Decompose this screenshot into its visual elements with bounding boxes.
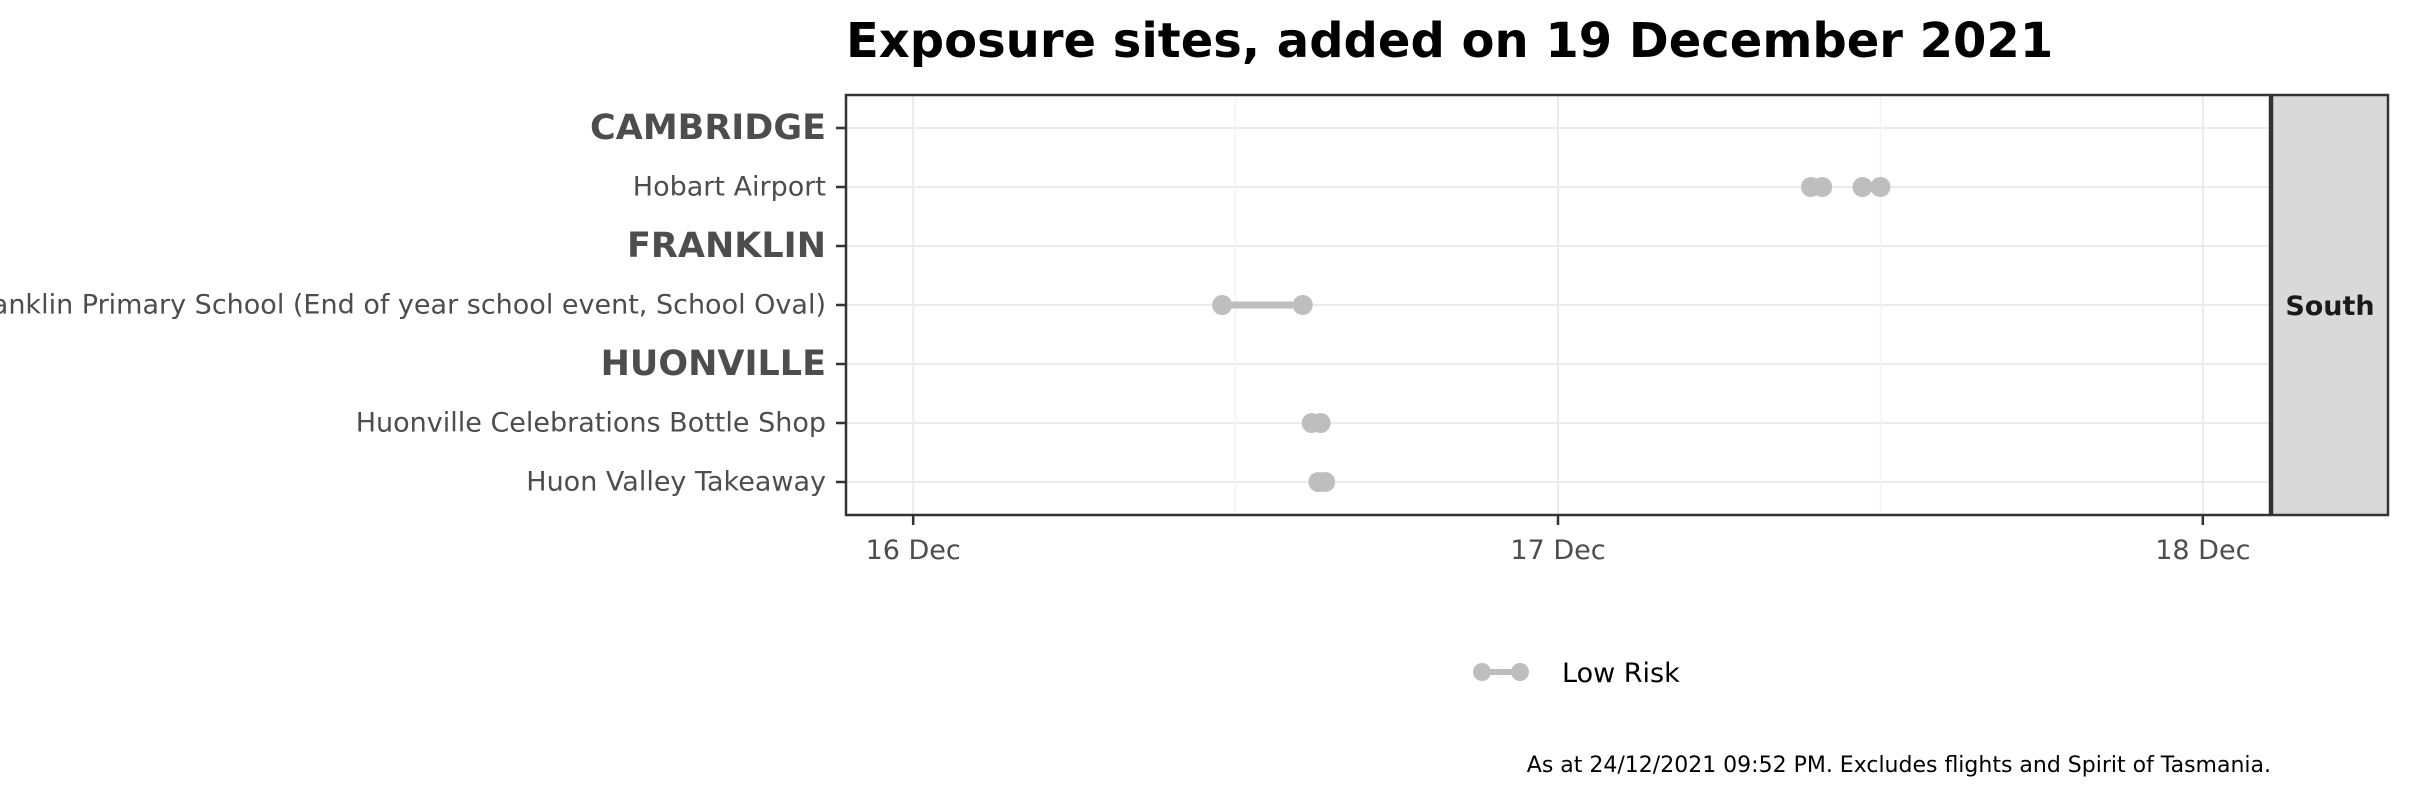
chart-title: Exposure sites, added on 19 December 202… bbox=[846, 13, 2053, 69]
x-axis: 16 Dec 17 Dec 18 Dec bbox=[866, 515, 2250, 566]
segment-end-point bbox=[1870, 177, 1891, 197]
segment-end-point bbox=[1812, 177, 1833, 197]
segment-start-point bbox=[1212, 295, 1233, 315]
chart-caption: As at 24/12/2021 09:52 PM. Excludes flig… bbox=[1527, 753, 2271, 778]
y-group-label: FRANKLIN bbox=[627, 226, 826, 266]
legend-label-low-risk: Low Risk bbox=[1562, 658, 1680, 689]
legend-key-point bbox=[1473, 663, 1491, 681]
facet-strip bbox=[2270, 93, 2390, 517]
y-group-label: HUONVILLE bbox=[601, 344, 826, 384]
exposure-segment bbox=[1801, 177, 1833, 197]
data-segments bbox=[1212, 177, 1891, 492]
segment-start-point bbox=[1852, 177, 1873, 197]
x-tick-label: 17 Dec bbox=[1510, 535, 1605, 566]
y-site-label: Huon Valley Takeaway bbox=[526, 467, 826, 498]
y-axis: CAMBRIDGE Hobart Airport FRANKLIN Franklin … bbox=[0, 108, 846, 498]
legend: Low Risk bbox=[1473, 658, 1680, 689]
y-group-label: CAMBRIDGE bbox=[590, 108, 826, 148]
grid-lines bbox=[846, 95, 2270, 515]
segment-end-point bbox=[1315, 472, 1336, 492]
y-site-label: Franklin Primary School (End of year sch… bbox=[0, 290, 826, 321]
segment-end-point bbox=[1292, 295, 1313, 315]
facet-strip-label: South bbox=[2285, 291, 2374, 322]
exposure-segment bbox=[1212, 295, 1313, 315]
x-tick-label: 16 Dec bbox=[866, 535, 961, 566]
exposure-segment bbox=[1852, 177, 1891, 197]
exposure-segment bbox=[1301, 413, 1331, 433]
y-site-label: Huonville Celebrations Bottle Shop bbox=[356, 408, 826, 439]
legend-key-point bbox=[1511, 663, 1529, 681]
exposure-segment bbox=[1308, 472, 1336, 492]
x-tick-label: 18 Dec bbox=[2155, 535, 2250, 566]
y-site-label: Hobart Airport bbox=[633, 172, 826, 203]
segment-end-point bbox=[1310, 413, 1331, 433]
